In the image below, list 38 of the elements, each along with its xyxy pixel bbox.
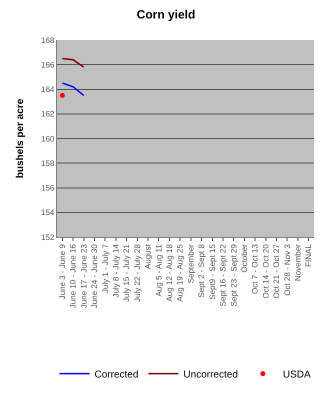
legend-label: USDA <box>282 370 311 381</box>
x-tick-label: July 8 - July 14 <box>112 244 120 298</box>
x-tick-label: Sept9 - Sept 15 <box>208 244 217 300</box>
y-tick-label: 152 <box>41 232 55 242</box>
x-tick-label: Oct 21 - Oct 27 <box>272 244 282 298</box>
x-tick-label: Sept 16 - Sept 22 <box>218 244 228 306</box>
x-tick-label: Sept 23 - Sept 29 <box>229 244 238 306</box>
x-tick-label: July 15 - July 21 <box>122 244 132 302</box>
x-tick-label: July 1 - July 7 <box>100 244 110 294</box>
legend-label: Uncorrected <box>183 370 238 381</box>
x-tick-label: June 24 - June 30 <box>90 244 100 308</box>
legend-label: Corrected <box>94 370 138 381</box>
x-tick-label: Oct 14 - Oct 20 <box>261 244 270 298</box>
x-tick-label: August <box>144 243 153 270</box>
chart-title: Corn yield <box>136 7 196 22</box>
x-tick-label: October <box>240 244 249 273</box>
x-tick-label: Aug 5 - Aug 11 <box>154 244 164 297</box>
y-tick-label: 168 <box>41 36 55 45</box>
x-tick-label: Oct 7 - Oct 13 <box>250 244 260 294</box>
y-axis-title: bushels per acre <box>15 98 26 178</box>
y-tick-label: 166 <box>41 60 55 70</box>
x-tick-label: November <box>294 244 303 282</box>
x-tick-label: June 10 - June 16 <box>68 244 78 308</box>
x-tick-label: FINAL <box>304 244 314 267</box>
y-tick-label: 164 <box>41 85 55 94</box>
x-tick-label: Oct 28 - Nov 3 <box>282 244 292 296</box>
y-tick-label: 160 <box>41 134 55 144</box>
y-tick-label: 154 <box>41 208 55 218</box>
y-tick-label: 156 <box>41 184 55 193</box>
x-tick-label: June 17 - June 23 <box>79 244 88 308</box>
x-tick-label: Sept 2 - Sept 8 <box>197 244 206 298</box>
x-tick-label: July 22 - July 28 <box>132 244 142 302</box>
y-tick-label: 158 <box>41 158 55 168</box>
x-tick-label: Aug 12 - Aug 18 <box>165 244 174 302</box>
x-tick-label: Aug 19 - Aug 25 <box>176 244 185 302</box>
x-tick-label: September <box>186 244 196 284</box>
x-tick-label: June 3 - June 9 <box>58 244 67 300</box>
y-tick-label: 162 <box>41 110 55 119</box>
